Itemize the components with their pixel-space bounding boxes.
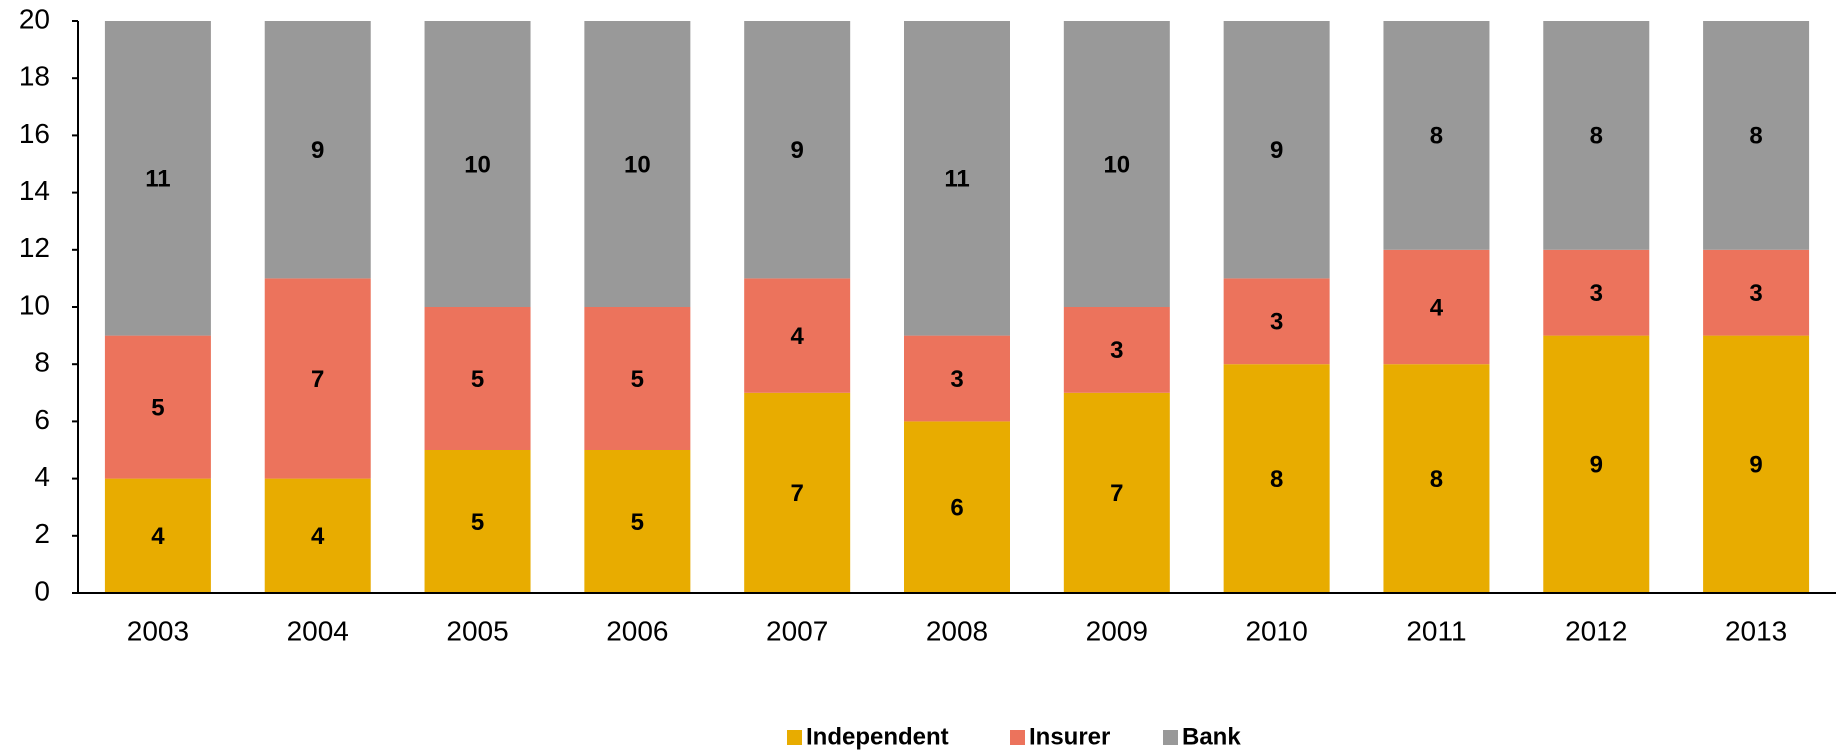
data-label: 3 — [1110, 337, 1123, 364]
bar-segment — [584, 450, 691, 593]
bar-segment — [1063, 392, 1170, 593]
data-label: 4 — [151, 523, 165, 550]
data-label: 8 — [1270, 466, 1283, 493]
bar-segment — [1543, 21, 1650, 250]
data-label: 11 — [145, 166, 170, 193]
data-label: 9 — [791, 137, 804, 164]
data-label: 3 — [1590, 280, 1603, 307]
x-tick-label: 2005 — [446, 615, 508, 646]
legend-swatch — [787, 730, 802, 745]
bar-segment — [904, 335, 1010, 422]
data-label: 8 — [1749, 123, 1762, 150]
bar-segment — [264, 278, 371, 479]
data-label: 4 — [791, 323, 805, 350]
x-tick-label: 2003 — [127, 615, 189, 646]
data-label: 5 — [631, 366, 644, 393]
data-label: 3 — [1270, 309, 1283, 336]
bar-segment — [584, 21, 691, 307]
bar-segment — [1383, 21, 1490, 250]
bar-segment — [1703, 335, 1810, 593]
bar-segment — [1223, 278, 1330, 365]
y-tick-label: 16 — [19, 118, 50, 149]
bar-segment — [104, 478, 211, 593]
data-label: 5 — [471, 366, 484, 393]
y-tick-label: 18 — [19, 61, 50, 92]
bar-segment — [1223, 364, 1330, 593]
y-tick-label: 14 — [19, 175, 50, 206]
y-tick-label: 8 — [34, 347, 50, 378]
data-label: 4 — [1430, 294, 1444, 321]
bar-segment — [744, 21, 851, 279]
bar-segment — [584, 307, 691, 450]
x-tick-label: 2006 — [606, 615, 668, 646]
bar-segment — [904, 21, 1010, 336]
data-label: 7 — [1110, 480, 1123, 507]
x-tick-label: 2013 — [1725, 615, 1787, 646]
bar-segment — [1703, 249, 1810, 336]
x-tick-label: 2012 — [1565, 615, 1627, 646]
bar-segment — [424, 450, 531, 593]
data-label: 7 — [791, 480, 804, 507]
y-tick-label: 2 — [34, 518, 50, 549]
y-tick-label: 0 — [34, 575, 50, 606]
bar-segment — [264, 21, 371, 279]
data-label: 4 — [311, 523, 325, 550]
data-label: 11 — [944, 166, 969, 193]
y-tick-label: 6 — [34, 404, 50, 435]
data-label: 10 — [1103, 151, 1130, 178]
legend-swatch — [1163, 730, 1178, 745]
data-label: 10 — [624, 151, 651, 178]
legend-swatch — [1010, 730, 1025, 745]
legend-label: Independent — [806, 723, 949, 750]
bar-segment — [424, 307, 531, 450]
bar-segment — [744, 278, 851, 393]
y-tick-label: 20 — [19, 3, 50, 34]
data-label: 9 — [1749, 452, 1762, 479]
data-label: 8 — [1430, 123, 1443, 150]
bar-segment — [1223, 21, 1330, 279]
data-label: 5 — [471, 509, 484, 536]
data-label: 9 — [1270, 137, 1283, 164]
data-label: 7 — [311, 366, 324, 393]
y-tick-label: 4 — [34, 461, 50, 492]
y-tick-label: 10 — [19, 289, 50, 320]
data-label: 3 — [1749, 280, 1762, 307]
data-label: 10 — [464, 151, 491, 178]
data-label: 3 — [950, 366, 963, 393]
bar-segment — [1063, 21, 1170, 307]
data-label: 5 — [631, 509, 644, 536]
bar-segment — [1703, 21, 1810, 250]
x-tick-label: 2011 — [1406, 615, 1466, 646]
x-tick-label: 2009 — [1086, 615, 1148, 646]
data-label: 8 — [1590, 123, 1603, 150]
bar-segment — [1383, 364, 1490, 593]
data-label: 8 — [1430, 466, 1443, 493]
data-label: 9 — [311, 137, 324, 164]
y-tick-label: 12 — [19, 232, 50, 263]
bar-segment — [1063, 307, 1170, 393]
data-label: 5 — [151, 394, 164, 421]
x-tick-label: 2008 — [926, 615, 988, 646]
legend-label: Bank — [1182, 723, 1241, 750]
bar-segment — [424, 21, 531, 307]
bar-segment — [1543, 249, 1650, 336]
bar-segment — [264, 478, 371, 593]
bar-segment — [1543, 335, 1650, 593]
data-label: 9 — [1590, 452, 1603, 479]
bar-segment — [744, 392, 851, 593]
x-tick-label: 2010 — [1245, 615, 1307, 646]
bar-segment — [104, 335, 211, 479]
bar-segment — [1383, 249, 1490, 365]
x-tick-label: 2004 — [287, 615, 349, 646]
data-label: 6 — [950, 495, 963, 522]
x-tick-label: 2007 — [766, 615, 828, 646]
bar-segment — [904, 421, 1010, 593]
legend-label: Insurer — [1029, 723, 1110, 750]
bar-segment — [104, 21, 211, 336]
